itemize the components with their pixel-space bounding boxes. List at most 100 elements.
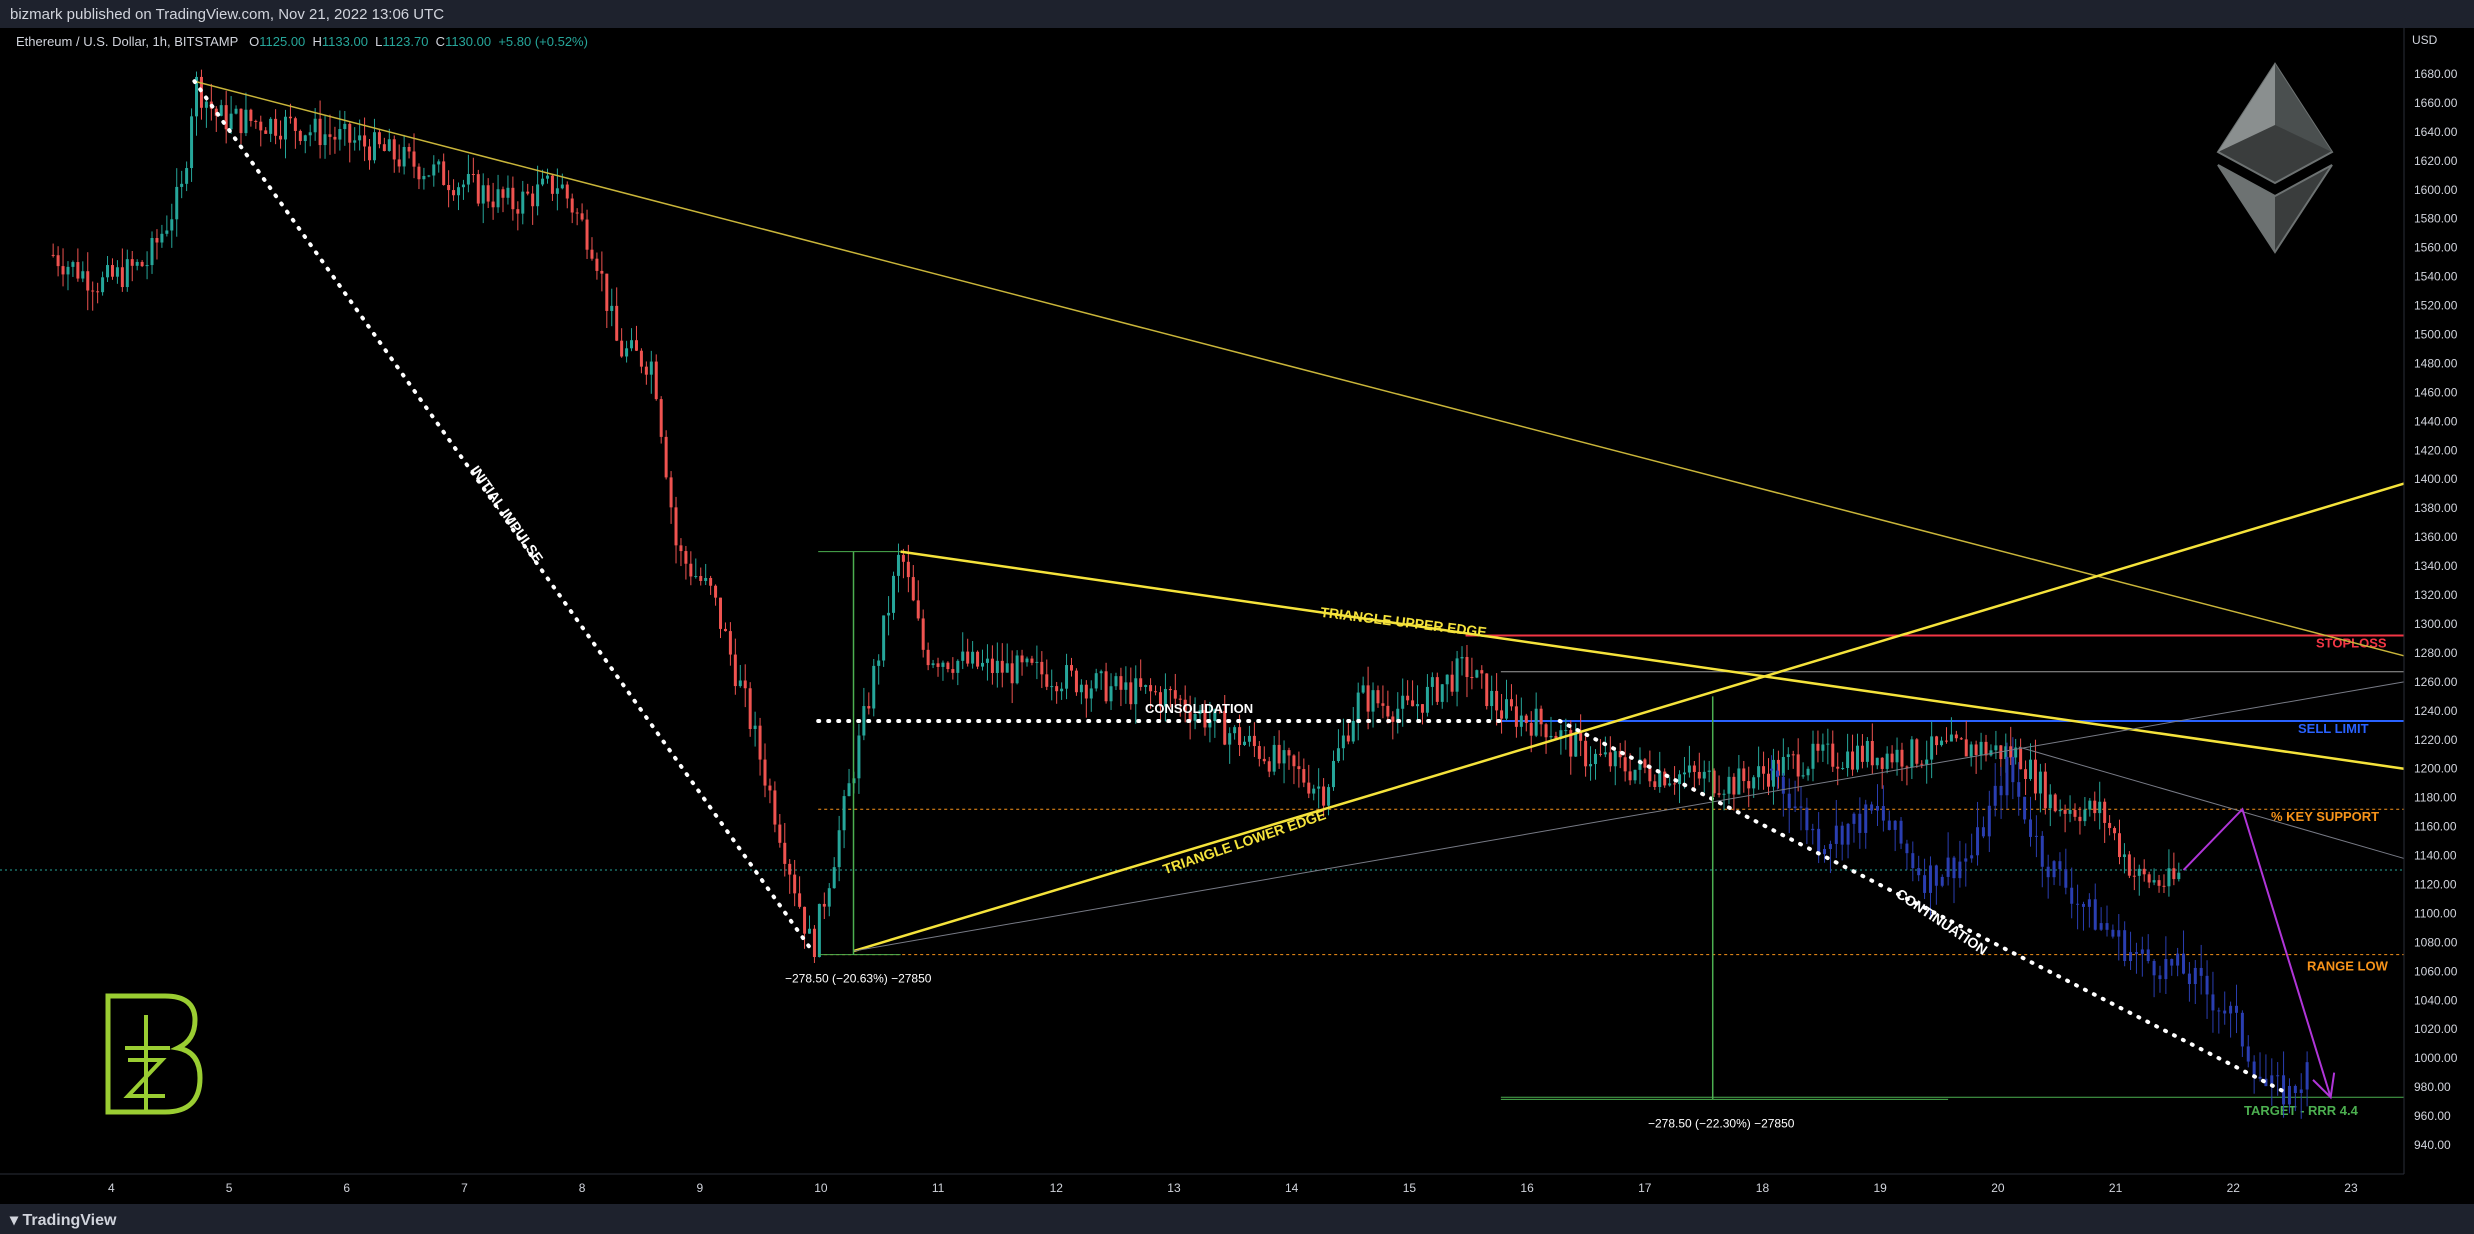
projection-bar bbox=[1976, 827, 1980, 856]
price-tick-label: 1140.00 bbox=[2414, 849, 2457, 863]
projection-bar bbox=[2299, 1089, 2303, 1093]
candle bbox=[926, 649, 930, 666]
price-tick-label: 1680.00 bbox=[2414, 67, 2458, 81]
candle bbox=[1855, 745, 1859, 770]
candle bbox=[1327, 787, 1331, 806]
candle bbox=[763, 759, 767, 786]
candle bbox=[308, 132, 312, 136]
price-axis[interactable]: 940.00 960.00 980.00 1000.00 1020.00 1040.00 1… bbox=[2403, 28, 2474, 1174]
projection-bar bbox=[1952, 857, 1956, 879]
candle bbox=[1386, 705, 1390, 717]
projection-bar bbox=[1799, 806, 1803, 808]
candle bbox=[2152, 880, 2156, 883]
candle bbox=[1361, 685, 1365, 693]
projection-bar bbox=[2046, 866, 2050, 878]
price-tick-label: 1500.00 bbox=[2414, 328, 2458, 342]
drawings bbox=[192, 79, 2405, 1100]
close-label: C bbox=[435, 34, 446, 49]
price-tick-label: 1120.00 bbox=[2414, 877, 2457, 891]
symbol-name[interactable]: Ethereum / U.S. Dollar, 1h, BITSTAMP bbox=[16, 34, 239, 49]
projection-bar bbox=[2081, 903, 2085, 907]
candle bbox=[140, 261, 144, 267]
candle bbox=[911, 577, 915, 601]
tradingview-logo[interactable]: ▾ TradingView bbox=[10, 1212, 117, 1229]
candle bbox=[669, 477, 673, 508]
candle bbox=[2098, 801, 2102, 814]
candle bbox=[1267, 761, 1271, 772]
price-tick-label: 1020.00 bbox=[2414, 1022, 2458, 1036]
candle bbox=[1416, 704, 1420, 707]
candle bbox=[1030, 658, 1034, 663]
candle bbox=[1940, 740, 1944, 746]
candle bbox=[66, 266, 70, 275]
candle bbox=[1218, 709, 1222, 712]
candle bbox=[1935, 736, 1939, 746]
projection-bar bbox=[2034, 835, 2038, 837]
candle bbox=[748, 688, 752, 729]
author-logo bbox=[105, 993, 203, 1115]
projection-bar bbox=[2276, 1075, 2280, 1077]
candle bbox=[1623, 757, 1627, 772]
time-axis[interactable]: 4 5 6 7 8 9 10 11 12 13 14 15 16 17 18 19 20 21 22 23 bbox=[0, 1173, 2404, 1195]
price-tick-label: 1520.00 bbox=[2414, 299, 2458, 313]
candle bbox=[2132, 875, 2136, 877]
candle bbox=[1574, 732, 1578, 757]
candle bbox=[1490, 690, 1494, 707]
projection-bar bbox=[2211, 994, 2215, 1011]
low-value: 1123.70 bbox=[382, 34, 429, 49]
candle bbox=[1445, 674, 1449, 685]
price-tick-label: 940.00 bbox=[2414, 1138, 2451, 1152]
candle bbox=[1208, 721, 1212, 728]
candle bbox=[1035, 661, 1039, 663]
candle bbox=[837, 830, 841, 868]
projection-bar bbox=[2111, 929, 2115, 937]
candle bbox=[185, 168, 189, 184]
candle bbox=[1722, 793, 1726, 795]
candle bbox=[1989, 750, 1993, 756]
candle bbox=[1811, 743, 1815, 769]
candle bbox=[1336, 748, 1340, 761]
candle bbox=[659, 399, 663, 437]
time-tick-label: 20 bbox=[1991, 1181, 2005, 1195]
candle bbox=[2014, 747, 2018, 758]
candle bbox=[115, 267, 119, 277]
candle bbox=[1505, 699, 1509, 719]
price-tick-label: 1260.00 bbox=[2414, 675, 2458, 689]
time-tick-label: 17 bbox=[1638, 1181, 1652, 1195]
candle bbox=[1593, 753, 1597, 765]
time-tick-label: 6 bbox=[343, 1181, 350, 1195]
candle bbox=[788, 863, 792, 875]
price-tick-label: 1180.00 bbox=[2414, 791, 2457, 805]
candle bbox=[1717, 793, 1721, 795]
price-tick-label: 1160.00 bbox=[2414, 820, 2457, 834]
candle bbox=[476, 174, 480, 204]
candle bbox=[2009, 746, 2013, 758]
candle bbox=[1277, 744, 1281, 764]
projection-bar bbox=[2040, 835, 2044, 867]
candle bbox=[842, 796, 846, 831]
candle bbox=[1806, 768, 1810, 776]
candle bbox=[1287, 750, 1291, 756]
price-chart[interactable]: STOPLOSS1292.00SELL LIMIT1233.00% KEY SU… bbox=[0, 28, 2474, 1204]
projection-bar bbox=[2270, 1075, 2274, 1087]
candle bbox=[214, 108, 218, 116]
candle bbox=[254, 120, 258, 122]
candle bbox=[872, 665, 876, 709]
candle bbox=[2029, 759, 2033, 779]
candle bbox=[1139, 678, 1143, 687]
candle bbox=[1317, 786, 1321, 789]
time-tick-label: 9 bbox=[697, 1181, 704, 1195]
candle bbox=[323, 134, 327, 146]
candle bbox=[106, 265, 110, 278]
candle bbox=[496, 189, 500, 208]
candle bbox=[916, 600, 920, 619]
candle bbox=[906, 561, 910, 578]
candle bbox=[313, 118, 317, 133]
time-tick-label: 8 bbox=[579, 1181, 586, 1195]
price-tick-label: 1540.00 bbox=[2414, 270, 2458, 284]
projection-bar bbox=[2164, 959, 2168, 980]
candle bbox=[1564, 730, 1568, 732]
candle bbox=[1292, 755, 1296, 767]
triangle-upper-edge bbox=[900, 550, 2405, 770]
price-tick-label: 1640.00 bbox=[2414, 125, 2458, 139]
